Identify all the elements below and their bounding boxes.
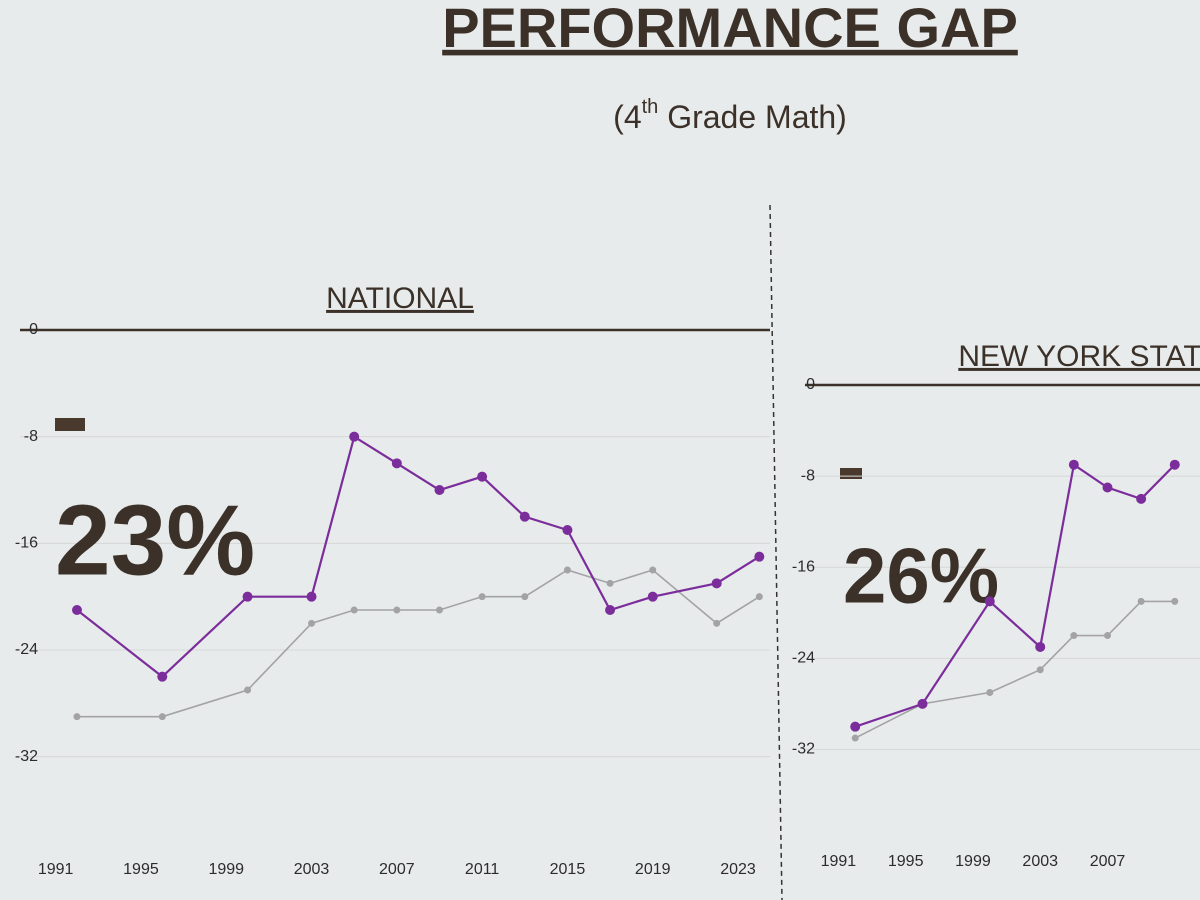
data-point [478,593,486,601]
data-point [755,593,763,601]
series-line [854,462,1176,728]
annotation: 23% [55,484,255,596]
data-point [562,525,573,535]
series-line [854,600,1175,739]
data-point [1171,597,1179,605]
data-point [73,713,81,721]
data-point [917,698,928,709]
y-tick-label: -24 [15,641,38,658]
y-tick-label: 0 [806,376,815,393]
data-point [1136,493,1147,504]
data-point [649,566,657,574]
y-tick-label: -32 [15,748,38,765]
data-point [1068,459,1079,470]
data-point [605,605,616,615]
slide-subtitle: (4th Grade Math) [613,96,847,135]
x-tick-label: 1999 [955,853,991,870]
data-point [244,686,252,694]
legend-dash [840,468,862,479]
data-point [850,721,861,732]
x-tick-label: 2015 [550,861,586,878]
data-point [157,671,168,682]
y-tick-label: -16 [792,558,815,575]
annotation: 26% [843,532,999,620]
data-point [1070,632,1078,640]
data-point [393,606,401,614]
slide-title: PERFORMANCE GAP [442,0,1018,59]
x-tick-label: 1999 [208,861,244,878]
data-point [434,485,445,495]
data-point [435,606,443,614]
y-tick-label: 0 [29,321,38,338]
data-point [242,591,253,602]
data-point [606,579,614,587]
x-tick-label: 1991 [821,853,857,870]
data-point [754,551,765,562]
data-point [308,619,316,627]
data-point [477,471,488,482]
subtitle-text: (4 [613,99,641,135]
subtitle-superscript: th [642,96,659,118]
data-point [1102,482,1113,493]
y-tick-label: -16 [15,535,38,552]
chart-title: NATIONAL [326,282,474,315]
data-point [306,591,317,602]
data-point [984,596,995,607]
data-point [563,566,571,574]
x-tick-label: 1995 [123,861,159,878]
subtitle-text: Grade Math) [658,99,847,135]
series-line [76,434,760,679]
y-tick-label: -8 [801,467,815,484]
data-point [1169,459,1180,470]
x-tick-label: 2023 [720,861,756,878]
data-point [1036,666,1044,674]
data-point [711,578,722,589]
data-point [349,431,360,442]
data-point [1104,632,1111,640]
legend-dash [55,418,85,431]
series-line [76,569,760,718]
data-point [986,689,994,696]
data-point [519,511,530,522]
data-point [158,713,166,721]
chart-title: NEW YORK STATE [958,340,1200,373]
x-tick-label: 2007 [1090,853,1126,870]
y-tick-label: -32 [792,741,815,758]
data-point [713,619,721,627]
x-tick-label: 1995 [888,853,924,870]
data-point [647,591,658,602]
x-tick-label: 2003 [294,861,330,878]
data-point [851,734,859,742]
data-point [1035,641,1046,652]
data-point [350,606,358,614]
x-tick-label: 2011 [465,861,500,878]
y-tick-label: -8 [24,428,38,445]
data-point [1137,597,1145,605]
x-tick-label: 2003 [1022,853,1058,870]
divider [769,204,783,900]
data-point [391,458,402,469]
data-point [521,593,529,601]
data-point [71,605,82,615]
x-tick-label: 1991 [38,861,74,878]
x-tick-label: 2007 [379,861,415,878]
y-tick-label: -24 [792,650,815,667]
x-tick-label: 2019 [635,861,671,878]
